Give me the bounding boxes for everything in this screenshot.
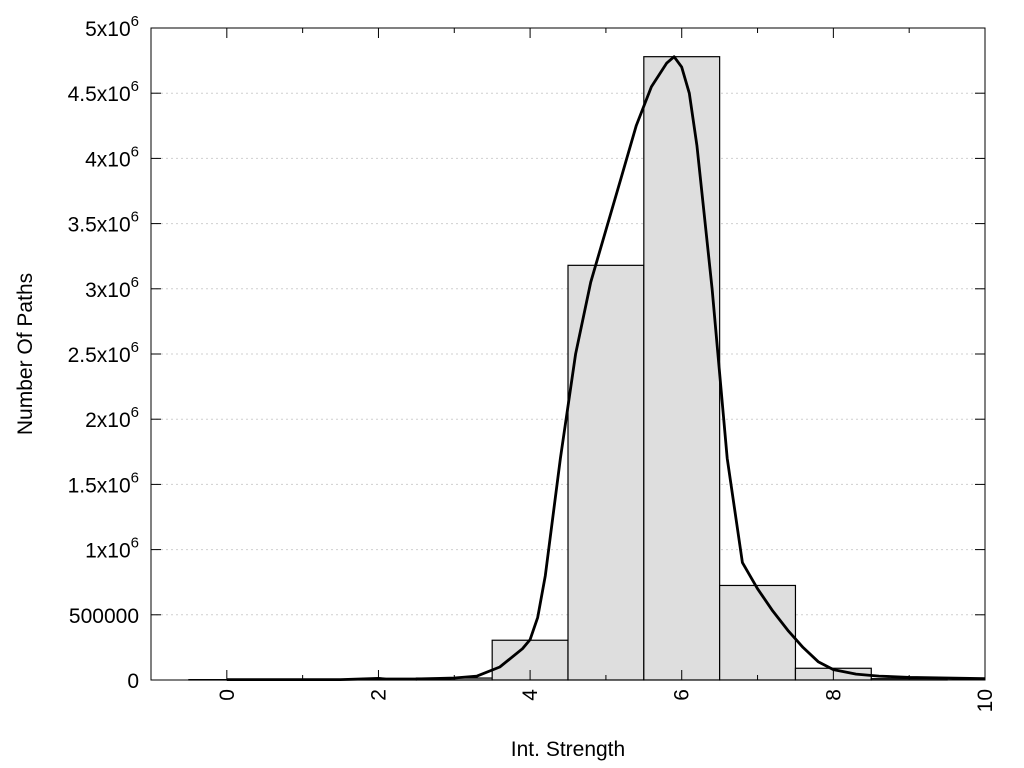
y-tick-label: 4.5x106 (68, 78, 139, 106)
x-axis-ticks: 0 2 4 6 8 10 (216, 28, 997, 712)
histogram-bar (643, 56, 721, 681)
x-tick-label: 4 (519, 689, 542, 701)
fit-curve (226, 55, 986, 681)
y-tick-label: 500000 (69, 605, 139, 628)
histogram-bar (719, 584, 797, 681)
x-tick-label: 6 (671, 689, 694, 701)
y-tick-label: 2.5x106 (68, 339, 139, 367)
y-tick-label: 0 (127, 670, 139, 693)
y-tick-label: 3x106 (85, 274, 139, 302)
y-tick-label: 1x106 (85, 535, 139, 563)
x-axis-title: Int. Strength (511, 738, 625, 761)
x-tick-label: 0 (216, 689, 239, 701)
y-tick-label: 2x106 (85, 404, 139, 432)
y-tick-label: 1.5x106 (68, 469, 139, 497)
y-axis-title: Number Of Paths (14, 273, 37, 435)
y-tick-label: 4x106 (85, 143, 139, 171)
x-tick-label: 8 (822, 689, 845, 701)
x-tick-label: 2 (367, 689, 390, 701)
y-axis-ticks: 0 500000 1x106 1.5x106 2x106 2.5x106 3x106 3.5x… (68, 13, 985, 693)
y-tick-label: 3.5x106 (68, 209, 139, 237)
x-tick-label: 10 (974, 689, 997, 712)
histogram-bars (188, 56, 948, 681)
histogram-bar (567, 264, 645, 681)
y-tick-label: 5x106 (85, 13, 139, 41)
